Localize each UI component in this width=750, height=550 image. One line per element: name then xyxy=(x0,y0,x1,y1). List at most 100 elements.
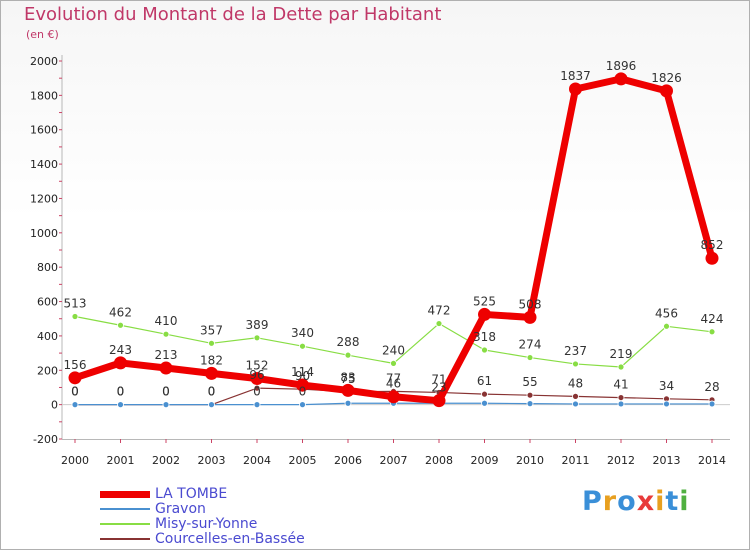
data-label: 55 xyxy=(522,375,537,389)
data-label: 0 xyxy=(117,385,125,399)
series-point-0 xyxy=(569,82,582,96)
series-point-1 xyxy=(572,400,579,408)
series-point-2 xyxy=(435,320,443,327)
data-label: 318 xyxy=(473,330,496,344)
x-tick-label: 2012 xyxy=(607,454,635,467)
series-point-2 xyxy=(162,330,170,338)
series-point-1 xyxy=(299,401,306,409)
legend-item: Misy-sur-Yonne xyxy=(100,516,340,532)
data-label: 61 xyxy=(477,374,492,388)
y-tick-label: 1000 xyxy=(30,227,58,240)
data-label: 240 xyxy=(382,343,405,357)
x-tick-label: 2000 xyxy=(61,454,89,467)
x-tick-label: 2009 xyxy=(471,454,499,467)
series-point-2 xyxy=(526,354,534,361)
data-label: 71 xyxy=(431,372,446,386)
x-tick-label: 2006 xyxy=(334,454,362,467)
series-point-3 xyxy=(526,391,534,399)
x-tick-label: 2007 xyxy=(380,454,408,467)
series-point-0 xyxy=(205,366,218,380)
data-label: 0 xyxy=(71,385,79,399)
data-label: 237 xyxy=(564,344,587,358)
x-tick-label: 2003 xyxy=(198,454,226,467)
x-tick-label: 2001 xyxy=(107,454,135,467)
series-point-1 xyxy=(481,399,488,407)
legend-item: Courcelles-en-Bassée xyxy=(100,531,340,547)
data-label: 462 xyxy=(109,305,132,319)
series-point-2 xyxy=(299,342,306,350)
series-point-0 xyxy=(296,378,309,392)
y-tick-label: 800 xyxy=(37,261,58,274)
data-label: 0 xyxy=(162,385,170,399)
data-label: 1826 xyxy=(651,71,682,85)
data-label: 424 xyxy=(701,312,724,326)
series-point-2 xyxy=(708,328,716,336)
data-label: 1896 xyxy=(606,59,637,73)
data-label: 41 xyxy=(613,378,628,392)
series-point-1 xyxy=(526,400,534,408)
data-label: 48 xyxy=(568,376,583,390)
legend-label: LA TOMBE xyxy=(155,486,228,502)
series-point-0 xyxy=(387,390,400,404)
series-point-1 xyxy=(162,401,170,409)
data-label: 508 xyxy=(519,297,542,311)
series-point-0 xyxy=(614,72,628,86)
series-point-0 xyxy=(523,310,537,324)
data-label: 23 xyxy=(431,381,446,395)
series-point-1 xyxy=(617,400,625,408)
data-label: 75 xyxy=(340,372,355,386)
series-point-0 xyxy=(660,84,673,98)
data-label: 288 xyxy=(337,335,360,349)
chart-title: Evolution du Montant de la Dette par Hab… xyxy=(24,4,442,25)
data-label: 156 xyxy=(64,358,87,372)
y-tick-label: 1200 xyxy=(30,192,58,205)
series-point-0 xyxy=(68,371,82,385)
series-point-3 xyxy=(253,384,261,392)
series-point-2 xyxy=(344,351,352,359)
series-point-3 xyxy=(617,394,625,401)
legend-item: LA TOMBE xyxy=(100,486,340,502)
logo-letter: i xyxy=(655,486,666,517)
series-point-2 xyxy=(253,334,261,342)
y-tick-label: 1600 xyxy=(30,124,58,137)
series-point-1 xyxy=(71,401,79,409)
series-point-2 xyxy=(663,322,670,330)
data-label: 28 xyxy=(704,380,719,394)
y-tick-label: 1800 xyxy=(30,89,58,102)
logo-letter: i xyxy=(679,486,690,517)
logo-letter: t xyxy=(665,486,680,517)
data-label: 0 xyxy=(117,385,125,399)
data-label: 852 xyxy=(701,238,724,252)
data-label: 77 xyxy=(386,371,401,385)
data-label: 410 xyxy=(155,314,178,328)
series-point-0 xyxy=(250,372,264,386)
series-point-2 xyxy=(208,339,215,347)
series-point-2 xyxy=(481,346,488,354)
series-point-0 xyxy=(159,361,173,375)
legend-swatch xyxy=(100,523,150,525)
data-label: 0 xyxy=(162,385,170,399)
legend-swatch xyxy=(100,538,150,540)
y-tick-label: 0 xyxy=(51,399,58,412)
series-point-2 xyxy=(572,360,579,368)
series-point-1 xyxy=(253,401,261,409)
series-point-0 xyxy=(341,383,355,397)
data-label: 0 xyxy=(71,385,79,399)
logo-letter: o xyxy=(617,486,637,517)
legend-swatch xyxy=(100,491,150,498)
logo-letter: r xyxy=(602,486,618,517)
data-label: 0 xyxy=(299,385,307,399)
legend-label: Misy-sur-Yonne xyxy=(155,516,258,532)
data-label: 90 xyxy=(295,369,310,383)
data-label: 46 xyxy=(386,377,401,391)
x-tick-label: 2010 xyxy=(516,454,544,467)
data-label: 456 xyxy=(655,306,678,320)
series-point-1 xyxy=(344,399,352,407)
logo-letter: P xyxy=(582,486,603,517)
series-point-2 xyxy=(617,363,625,371)
series-point-2 xyxy=(117,321,124,329)
series-point-0 xyxy=(114,356,127,370)
proxiti-logo[interactable]: Proxiti xyxy=(582,486,690,517)
